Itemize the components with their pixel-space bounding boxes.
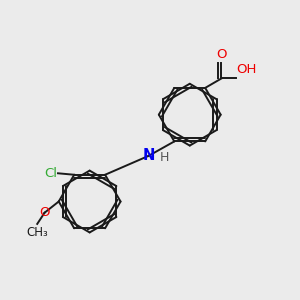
Text: N: N bbox=[142, 148, 155, 164]
Text: Cl: Cl bbox=[44, 167, 57, 180]
Text: H: H bbox=[160, 151, 169, 164]
Text: CH₃: CH₃ bbox=[26, 226, 48, 239]
Text: OH: OH bbox=[237, 63, 257, 76]
Text: O: O bbox=[216, 48, 227, 61]
Text: O: O bbox=[39, 206, 50, 219]
